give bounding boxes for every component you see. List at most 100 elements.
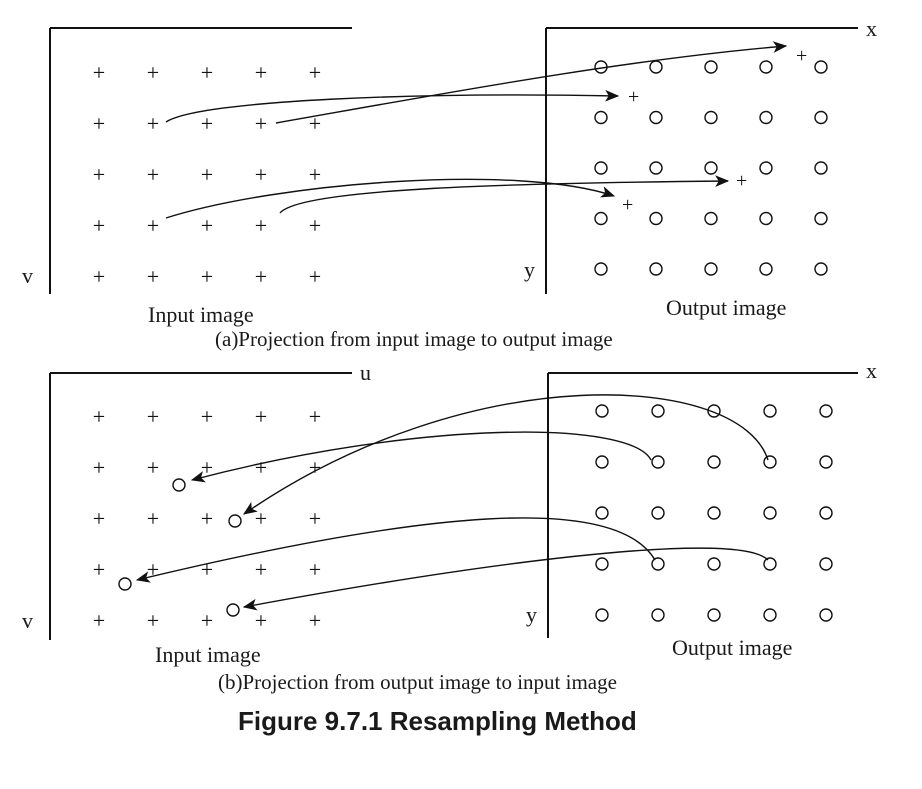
output-grid-circle-r3-c3 xyxy=(759,211,773,226)
input-grid-plus-r3-c2: + xyxy=(201,213,213,238)
panel-a-projection-arrow-4 xyxy=(279,175,730,214)
input-grid-plus-r2-c1: + xyxy=(147,162,159,187)
output-grid-circle-r3-c1 xyxy=(651,557,665,571)
input-grid-plus-r1-c0: + xyxy=(93,111,105,136)
panel-b-sample-point-2 xyxy=(228,514,242,528)
panel-b-projection-arrow-3 xyxy=(135,517,656,583)
panel-a-projected-point-1: + xyxy=(796,45,807,67)
input-grid-plus-r4-c0: + xyxy=(93,608,105,633)
panel-b-output-x-axis-label: x xyxy=(866,358,877,383)
panel-b-input-frame xyxy=(49,372,352,640)
output-grid-circle-r1-c3 xyxy=(763,455,777,469)
input-grid-plus-r0-c3: + xyxy=(255,404,267,429)
panel-a-projection-arrow-3 xyxy=(165,178,616,219)
output-grid-circle-r0-c3 xyxy=(759,60,773,74)
panel-b-input-grid: + + + + ++ + + + ++ + + + ++ + + + ++ + + + + xyxy=(93,404,321,633)
panel-a: + + + + ++ + + + ++ + + + ++ + + + ++ + + + + v Input image … xyxy=(22,16,877,351)
input-grid-plus-r3-c3: + xyxy=(255,213,267,238)
output-grid-circle-r1-c1 xyxy=(649,110,663,125)
figure-title: Figure 9.7.1 Resampling Method xyxy=(238,706,637,736)
input-grid-plus-r1-c3: + xyxy=(255,111,267,136)
panel-a-projected-point-3: + xyxy=(622,194,633,216)
input-grid-plus-r0-c0: + xyxy=(93,60,105,85)
input-grid-plus-r1-c4: + xyxy=(309,455,321,480)
input-grid-plus-r2-c4: + xyxy=(309,162,321,187)
output-grid-circle-r1-c4 xyxy=(819,455,833,469)
input-grid-plus-r4-c0: + xyxy=(93,264,105,289)
panel-a-projected-point-4: + xyxy=(736,170,747,192)
output-grid-circle-r2-c3 xyxy=(763,506,777,520)
input-grid-plus-r2-c2: + xyxy=(201,506,213,531)
input-grid-plus-r0-c3: + xyxy=(255,60,267,85)
input-grid-plus-r3-c0: + xyxy=(93,557,105,582)
input-grid-plus-r3-c1: + xyxy=(147,557,159,582)
panel-b-input-v-axis-label: v xyxy=(22,608,33,633)
output-grid-circle-r3-c4 xyxy=(819,557,833,571)
input-grid-plus-r2-c0: + xyxy=(93,506,105,531)
output-grid-circle-r4-c4 xyxy=(819,608,833,622)
output-grid-circle-r3-c3 xyxy=(763,557,777,571)
input-grid-plus-r0-c0: + xyxy=(93,404,105,429)
output-grid-circle-r4-c1 xyxy=(649,262,663,276)
input-grid-plus-r4-c1: + xyxy=(147,264,159,289)
input-grid-plus-r0-c2: + xyxy=(201,60,213,85)
input-grid-plus-r3-c1: + xyxy=(147,213,159,238)
output-grid-circle-r3-c0 xyxy=(595,557,609,571)
input-grid-plus-r1-c2: + xyxy=(201,111,213,136)
input-grid-plus-r2-c3: + xyxy=(255,162,267,187)
input-grid-plus-r1-c3: + xyxy=(255,455,267,480)
output-grid-circle-r0-c2 xyxy=(704,60,718,74)
input-grid-plus-r4-c4: + xyxy=(309,264,321,289)
input-grid-plus-r4-c4: + xyxy=(309,608,321,633)
input-grid-plus-r2-c4: + xyxy=(309,506,321,531)
output-grid-circle-r2-c4 xyxy=(814,161,828,175)
input-grid-plus-r4-c3: + xyxy=(255,264,267,289)
panel-b: + + + + ++ + + + ++ + + + ++ + + + ++ + + + + u v Input imag… xyxy=(22,358,877,694)
output-grid-circle-r3-c0 xyxy=(594,211,608,226)
input-grid-plus-r0-c1: + xyxy=(147,404,159,429)
output-grid-circle-r1-c1 xyxy=(651,455,665,469)
input-grid-plus-r1-c1: + xyxy=(147,455,159,480)
panel-b-output-y-axis-label: y xyxy=(526,602,537,627)
output-grid-circle-r0-c4 xyxy=(819,404,833,418)
output-grid-circle-r3-c1 xyxy=(649,211,663,226)
input-grid-plus-r4-c3: + xyxy=(255,608,267,633)
panel-b-output-grid xyxy=(595,404,833,622)
output-grid-circle-r0-c1 xyxy=(651,404,665,418)
output-grid-circle-r4-c3 xyxy=(763,608,777,622)
output-grid-circle-r1-c2 xyxy=(707,455,721,469)
input-grid-plus-r4-c2: + xyxy=(201,608,213,633)
panel-b-output-frame xyxy=(547,372,858,638)
output-grid-circle-r0-c4 xyxy=(814,60,828,74)
output-grid-circle-r2-c4 xyxy=(819,506,833,520)
input-grid-plus-r2-c2: + xyxy=(201,162,213,187)
output-grid-circle-r1-c4 xyxy=(814,110,828,125)
output-grid-circle-r0-c1 xyxy=(649,60,663,74)
output-grid-circle-r4-c2 xyxy=(704,262,718,276)
panel-b-sample-point-3 xyxy=(118,577,132,591)
input-grid-plus-r3-c4: + xyxy=(309,557,321,582)
output-grid-circle-r1-c2 xyxy=(704,110,718,125)
panel-a-output-frame xyxy=(545,27,858,294)
output-grid-circle-r2-c0 xyxy=(595,506,609,520)
panel-b-sample-point-1 xyxy=(172,478,186,492)
panel-a-input-grid: + + + + ++ + + + ++ + + + ++ + + + ++ + + + + xyxy=(93,60,321,289)
panel-b-output-label: Output image xyxy=(672,635,792,660)
panel-a-projected-point-2: + xyxy=(628,86,639,108)
output-grid-circle-r4-c0 xyxy=(594,262,608,276)
input-grid-plus-r4-c1: + xyxy=(147,608,159,633)
panel-a-input-frame xyxy=(49,27,352,294)
output-grid-circle-r0-c0 xyxy=(595,404,609,418)
input-grid-plus-r3-c0: + xyxy=(93,213,105,238)
output-grid-circle-r2-c2 xyxy=(707,506,721,520)
panel-a-output-label: Output image xyxy=(666,295,786,320)
output-grid-circle-r4-c0 xyxy=(595,608,609,622)
panel-a-output-grid xyxy=(594,60,828,276)
output-grid-circle-r1-c3 xyxy=(759,110,773,125)
output-grid-circle-r4-c2 xyxy=(707,608,721,622)
input-grid-plus-r0-c4: + xyxy=(309,404,321,429)
output-grid-circle-r3-c4 xyxy=(814,211,828,226)
input-grid-plus-r2-c3: + xyxy=(255,506,267,531)
panel-b-caption: (b)Projection from output image to input… xyxy=(218,670,617,694)
